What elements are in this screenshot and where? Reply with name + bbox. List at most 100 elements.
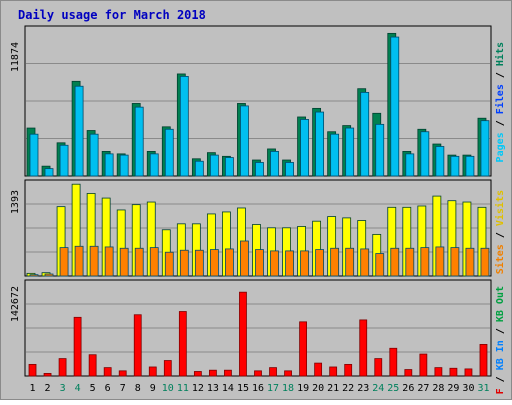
bar-middle-sites-15 [240, 240, 249, 277]
bar-top-files-25 [390, 36, 400, 177]
x-tick-label-22: 22 [342, 383, 354, 394]
bar-middle-sites-27 [420, 247, 430, 277]
bar-bottom-kb-f-5 [88, 354, 97, 377]
bar-top-files-4 [74, 85, 84, 177]
bar-middle-sites-18 [285, 250, 294, 277]
legend-separator: / [495, 226, 506, 244]
bar-bottom-kb-f-31 [479, 344, 488, 377]
x-tick-label-16: 16 [252, 383, 264, 394]
bar-bottom-kb-f-30 [464, 368, 473, 377]
bar-bottom-kb-f-9 [148, 366, 157, 377]
x-tick-label-8: 8 [135, 383, 141, 394]
bar-bottom-kb-f-12 [193, 371, 202, 377]
bar-middle-sites-23 [360, 248, 370, 277]
bar-middle-sites-25 [390, 247, 400, 277]
bar-middle-sites-17 [270, 250, 279, 277]
x-tick-label-5: 5 [90, 383, 96, 394]
x-tick-label-13: 13 [207, 383, 219, 394]
bar-top-files-13 [209, 154, 219, 177]
bar-middle-sites-16 [255, 249, 264, 277]
bar-middle-sites-29 [450, 247, 460, 277]
x-tick-label-9: 9 [150, 383, 156, 394]
x-tick-label-15: 15 [237, 383, 249, 394]
bar-bottom-kb-f-16 [254, 370, 262, 377]
bar-top-files-15 [240, 105, 249, 177]
bar-bottom-kb-f-11 [178, 311, 187, 377]
bar-middle-sites-11 [179, 249, 189, 277]
x-tick-label-2: 2 [45, 383, 51, 394]
bar-bottom-kb-f-28 [434, 367, 443, 377]
bar-bottom-kb-f-15 [239, 291, 247, 377]
bar-middle-sites-7 [119, 247, 129, 277]
bar-middle-sites-14 [225, 248, 234, 277]
x-tick-label-31: 31 [477, 383, 489, 394]
bar-top-files-30 [465, 155, 475, 177]
bar-top-files-22 [345, 127, 355, 177]
legend-bottom: KB F / KB In / KB Out [495, 286, 506, 400]
legend-entry-hits: Hits [494, 42, 506, 66]
bar-middle-sites-24 [375, 253, 385, 277]
chart-title: Daily usage for March 2018 [18, 8, 206, 22]
legend-entry-kb_f: KB F [495, 388, 506, 400]
x-tick-label-21: 21 [327, 383, 339, 394]
x-tick-label-19: 19 [297, 383, 309, 394]
bar-bottom-kb-f-23 [359, 319, 368, 377]
bar-middle-sites-31 [480, 247, 490, 277]
bar-bottom-kb-f-14 [224, 369, 232, 377]
bar-bottom-kb-f-13 [209, 369, 217, 377]
x-tick-label-10: 10 [162, 383, 174, 394]
bar-bottom-kb-f-25 [389, 347, 398, 377]
bar-top-files-12 [194, 160, 204, 177]
legend-entry-kb_in: KB In [495, 340, 506, 370]
bar-top-files-18 [285, 162, 294, 177]
bar-top-files-8 [134, 106, 144, 177]
x-tick-label-18: 18 [282, 383, 294, 394]
x-tick-label-11: 11 [177, 383, 189, 394]
bar-top-files-29 [450, 155, 460, 177]
x-tick-label-6: 6 [105, 383, 111, 394]
x-tick-label-17: 17 [267, 383, 279, 394]
bar-middle-sites-2 [44, 273, 54, 277]
x-tick-label-20: 20 [312, 383, 324, 394]
bar-bottom-kb-f-26 [404, 369, 413, 377]
bar-top-files-23 [360, 91, 370, 177]
x-tick-label-7: 7 [120, 383, 126, 394]
x-tick-label-30: 30 [462, 383, 474, 394]
bar-bottom-kb-f-29 [449, 367, 458, 377]
bar-middle-sites-1 [29, 274, 39, 277]
bar-top-files-27 [420, 131, 430, 177]
bar-top-files-31 [480, 120, 490, 177]
x-tick-label-28: 28 [432, 383, 444, 394]
bar-top-files-5 [89, 133, 99, 177]
legend-entry-visits: Visits [494, 190, 506, 226]
x-tick-label-23: 23 [357, 383, 369, 394]
bar-bottom-kb-f-3 [58, 358, 67, 377]
x-tick-label-26: 26 [402, 383, 414, 394]
legend-middle: Sites / Visits [494, 190, 506, 274]
bar-bottom-kb-f-19 [299, 321, 307, 377]
x-tick-label-27: 27 [417, 383, 429, 394]
bar-top-files-24 [375, 123, 385, 177]
bar-top-files-3 [59, 144, 69, 177]
bar-bottom-kb-f-27 [419, 353, 428, 377]
bar-middle-sites-26 [405, 247, 415, 277]
y-max-label-bottom: 142672 [10, 286, 21, 322]
bar-middle-sites-6 [104, 246, 114, 277]
x-tick-label-24: 24 [372, 383, 384, 394]
bar-top-files-7 [119, 154, 129, 177]
legend-separator: / [495, 322, 506, 340]
bar-middle-sites-8 [134, 247, 144, 277]
bar-middle-sites-12 [194, 249, 204, 277]
bar-bottom-kb-f-2 [43, 373, 52, 377]
x-tick-label-29: 29 [447, 383, 459, 394]
legend-separator: / [495, 66, 506, 84]
legend-entry-pages: Pages [495, 132, 506, 162]
bar-top-files-11 [179, 76, 189, 177]
bar-bottom-kb-f-17 [269, 367, 277, 377]
bar-bottom-kb-f-20 [314, 362, 323, 377]
bar-top-files-20 [315, 111, 325, 177]
bar-middle-sites-20 [315, 249, 325, 277]
bar-middle-sites-4 [74, 245, 84, 277]
bar-top-files-1 [29, 133, 39, 177]
